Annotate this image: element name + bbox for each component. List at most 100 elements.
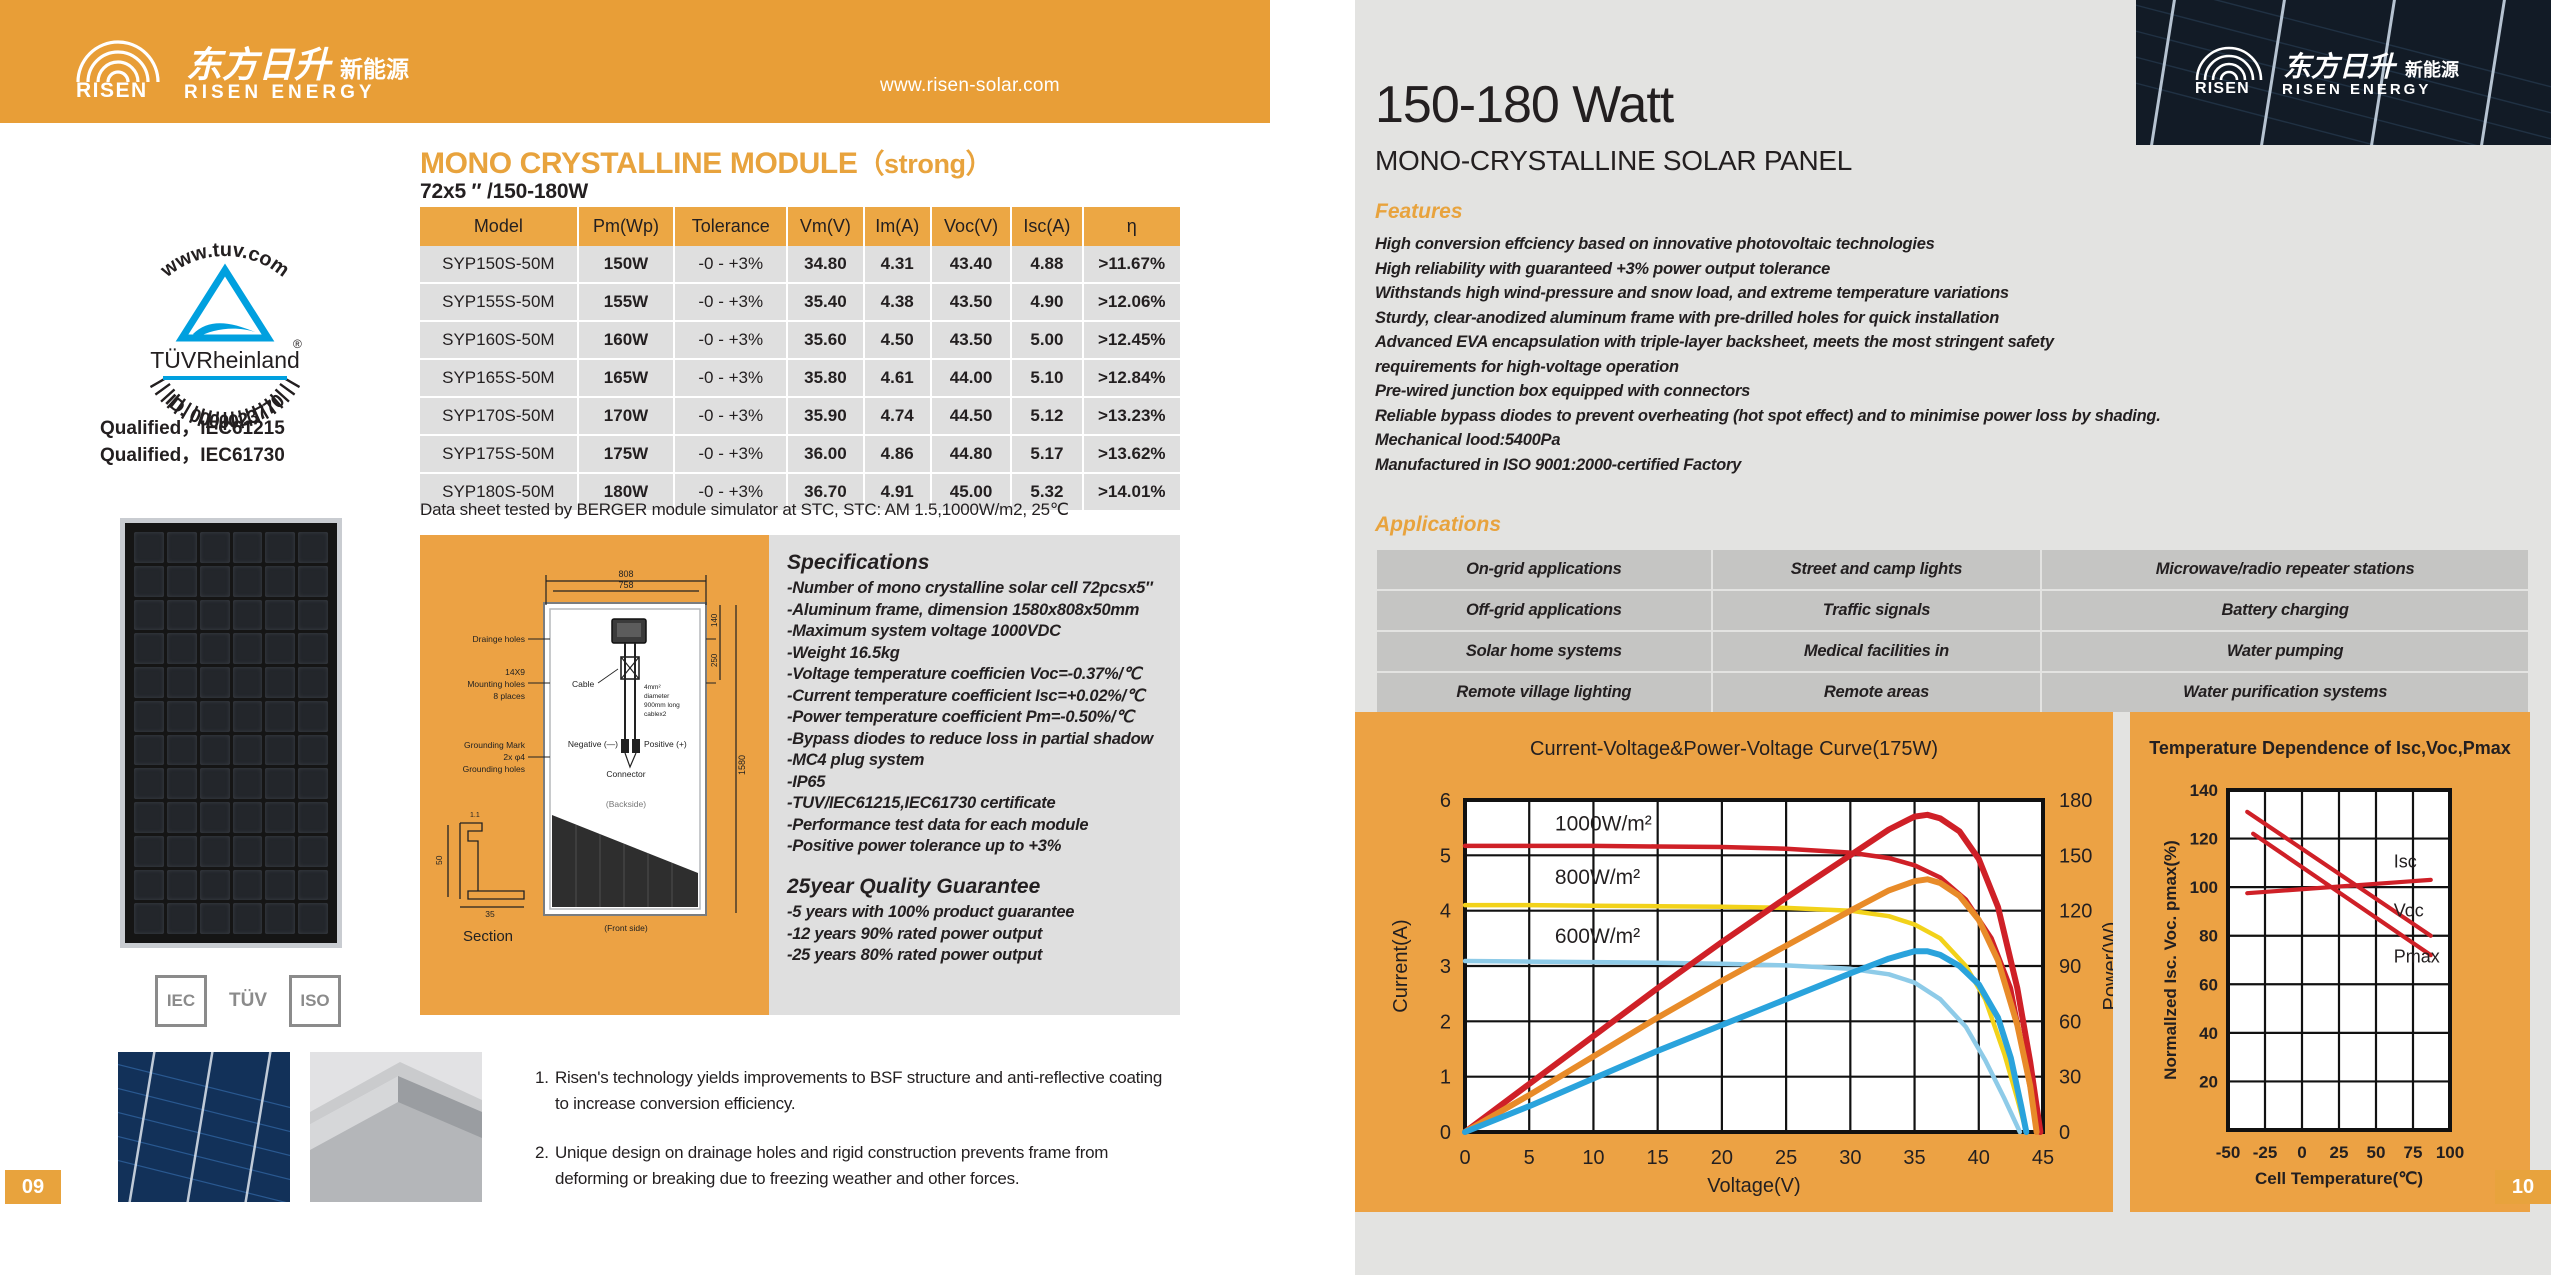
svg-text:新能源: 新能源 bbox=[340, 56, 409, 82]
col-header-6: Isc(A) bbox=[1011, 207, 1084, 246]
chart1-ytick: 2 bbox=[1440, 1011, 1451, 1033]
application-r2-c0: Solar home systems bbox=[1375, 630, 1713, 673]
solar-cell bbox=[166, 633, 197, 664]
cell-r0-c2: -0 - +3% bbox=[674, 246, 789, 284]
label-cable-note-3: 900mm long bbox=[644, 702, 680, 709]
solar-cell bbox=[298, 903, 328, 934]
solar-cell bbox=[265, 667, 296, 698]
solar-cell bbox=[232, 802, 263, 833]
solar-cell bbox=[199, 532, 230, 563]
module-title: MONO CRYSTALLINE MODULE（strong） bbox=[420, 142, 993, 181]
cell-r0-c5: 43.40 bbox=[930, 246, 1013, 284]
col-header-5: Voc(V) bbox=[930, 207, 1013, 246]
solar-module-photo bbox=[120, 518, 342, 948]
cell-r5-c3: 36.00 bbox=[787, 435, 865, 474]
tuv-brand-text: TÜVRheinland bbox=[150, 347, 300, 373]
spec-item-2: -Maximum system voltage 1000VDC bbox=[787, 622, 1061, 640]
chart2-series-Voc bbox=[2245, 809, 2433, 938]
chart2-ytick: 120 bbox=[2190, 830, 2218, 849]
spec-item-0: -Number of mono crystalline solar cell 7… bbox=[787, 579, 1153, 597]
cell-r3-c2: -0 - +3% bbox=[674, 359, 789, 398]
label-cable: Cable bbox=[572, 679, 594, 689]
label-grounding-1: Grounding Mark bbox=[464, 740, 526, 750]
feature-4: Advanced EVA encapsulation with triple-l… bbox=[1375, 333, 2054, 351]
feature-3: Sturdy, clear-anodized aluminum frame wi… bbox=[1375, 308, 2000, 327]
svg-text:®: ® bbox=[293, 337, 302, 351]
spec-item-3: -Weight 16.5kg bbox=[787, 643, 900, 662]
feature-6: Pre-wired junction box equipped with con… bbox=[1375, 382, 1751, 400]
chart1-series-1 bbox=[1462, 902, 2029, 1135]
website-url[interactable]: www.risen-solar.com bbox=[880, 75, 1060, 96]
svg-text:东方日升: 东方日升 bbox=[2283, 51, 2398, 82]
cell-r2-c6: 5.00 bbox=[1011, 321, 1084, 360]
cell-r6-c0: SYP180S-50M bbox=[420, 473, 579, 512]
chart1-series-4 bbox=[1462, 876, 2040, 1135]
application-r3-c2: Water purification systems bbox=[2040, 671, 2530, 714]
chart1-xtick: 5 bbox=[1524, 1147, 1535, 1169]
chart2-ytick: 40 bbox=[2199, 1024, 2218, 1043]
solar-cell bbox=[265, 734, 296, 766]
guarantee-heading: 25year Quality Guarantee bbox=[787, 875, 1041, 898]
chart1-ytick: 4 bbox=[1440, 901, 1451, 923]
solar-cell bbox=[298, 565, 328, 597]
feature-7: Reliable bypass diodes to prevent overhe… bbox=[1375, 406, 2161, 425]
solar-cell bbox=[298, 869, 328, 901]
guarantee-item-1: -12 years 90% rated power output bbox=[787, 924, 1043, 943]
cell-r1-c1: 155W bbox=[577, 283, 676, 322]
cell-r6-c7: >14.01% bbox=[1082, 473, 1180, 512]
chart1-y2tick: 90 bbox=[2059, 956, 2081, 978]
spec-item-6: -Power temperature coefficient Pm=-0.50%… bbox=[787, 708, 1134, 726]
iso-icon: ISO bbox=[289, 975, 341, 1027]
solar-cell bbox=[166, 903, 197, 934]
cell-r2-c7: >12.45% bbox=[1082, 321, 1180, 360]
solar-cell bbox=[134, 599, 164, 631]
cell-r6-c6: 5.32 bbox=[1011, 473, 1084, 512]
solar-cell bbox=[134, 835, 164, 867]
iec-icon: IEC bbox=[155, 975, 207, 1027]
chart1-title: Current-Voltage&Power-Voltage Curve(175W… bbox=[1530, 738, 1938, 760]
temperature-dependence-chart: Temperature Dependence of Isc,Voc,Pmax -… bbox=[2130, 712, 2530, 1212]
chart1-xtick: 20 bbox=[1711, 1147, 1733, 1169]
solar-cell bbox=[166, 532, 197, 563]
chart1-ylabel: Current(A) bbox=[1390, 919, 1412, 1012]
table-header-row: Model Pm(Wp) Tolerance Vm(V) Im(A) Voc(V) Isc(… bbox=[420, 207, 1180, 246]
cell-r5-c1: 175W bbox=[577, 435, 676, 474]
label-mounting-1: 14X9 bbox=[505, 667, 525, 677]
chart1-xtick: 25 bbox=[1775, 1147, 1797, 1169]
feature-2: Withstands high wind-pressure and snow l… bbox=[1375, 284, 2009, 302]
col-header-1: Pm(Wp) bbox=[577, 207, 676, 246]
note-0: 1. Risen's technology yields improvements… bbox=[535, 1068, 1163, 1113]
solar-cell bbox=[298, 667, 328, 698]
page-gutter bbox=[1270, 0, 1355, 1275]
application-row: Remote village lighting Remote areas Water… bbox=[1375, 671, 2530, 714]
cell-r1-c4: 4.38 bbox=[863, 283, 932, 322]
svg-text:RISEN ENERGY: RISEN ENERGY bbox=[184, 82, 376, 100]
cell-r5-c5: 44.80 bbox=[930, 435, 1013, 474]
solar-cell bbox=[166, 802, 197, 833]
qualified-standards: Qualified，IEC61215 Qualified，IEC61730 bbox=[100, 415, 285, 469]
chart1-y2tick: 60 bbox=[2059, 1011, 2081, 1033]
cell-r0-c7: >11.67% bbox=[1082, 246, 1180, 284]
page-number-right: 10 bbox=[2495, 1170, 2551, 1204]
module-title-text: MONO CRYSTALLINE MODULE bbox=[420, 147, 858, 180]
label-grounding-2: 2x φ4 bbox=[503, 752, 525, 762]
cell-r4-c5: 44.50 bbox=[930, 397, 1013, 436]
cell-r1-c2: -0 - +3% bbox=[674, 283, 789, 322]
solar-cell bbox=[199, 633, 230, 664]
section-dim-h: 50 bbox=[434, 855, 444, 865]
chart2-xtick: 75 bbox=[2404, 1143, 2423, 1162]
guarantee-block: 25year Quality Guarantee -5 years with 1… bbox=[787, 875, 1074, 967]
label-positive: Positive (+) bbox=[644, 739, 687, 749]
features-heading: Features bbox=[1375, 200, 1463, 223]
dim-top: 140 bbox=[710, 613, 719, 627]
spec-item-11: -Performance test data for each module bbox=[787, 815, 1089, 834]
solar-cell bbox=[134, 869, 164, 901]
section-dim-w: 35 bbox=[485, 909, 495, 919]
solar-cell bbox=[166, 700, 197, 732]
solar-cell bbox=[134, 768, 164, 799]
cell-r3-c7: >12.84% bbox=[1082, 359, 1180, 398]
application-r2-c1: Medical facilities in bbox=[1710, 630, 2043, 673]
chart2-xtick: 0 bbox=[2297, 1143, 2306, 1162]
chart1-annotation-0: 1000W/m² bbox=[1555, 812, 1652, 835]
solar-cell bbox=[232, 565, 263, 597]
